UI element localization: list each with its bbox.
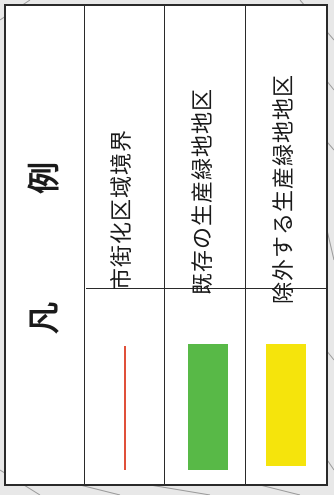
legend-item-label: 市街化区域境界 — [110, 128, 135, 290]
column-divider — [164, 6, 165, 484]
legend-item-label: 除外する生産緑地地区 — [272, 73, 297, 304]
legend-title-char: 例 — [25, 162, 63, 195]
excluded-green-zone-swatch — [266, 344, 306, 466]
row-divider — [86, 288, 326, 289]
legend-box: 凡 例 市街化区域境界 既存の生産緑地地区 除外する生産緑地地区 — [4, 4, 328, 486]
legend-title-char: 凡 — [25, 302, 63, 335]
column-divider — [245, 6, 246, 484]
existing-green-zone-swatch — [188, 344, 228, 470]
legend-item-label: 既存の生産緑地地区 — [191, 87, 216, 295]
column-divider — [84, 6, 85, 484]
urbanization-boundary-line-symbol — [124, 346, 126, 470]
